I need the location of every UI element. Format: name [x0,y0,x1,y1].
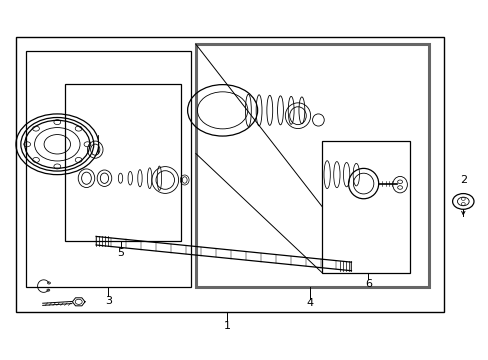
Text: 4: 4 [306,298,313,308]
Bar [16,37,443,312]
Text: 5: 5 [117,248,124,257]
Bar [64,84,181,241]
Text: 3: 3 [104,296,112,306]
Text: 6: 6 [364,279,371,289]
Bar [322,141,409,273]
Text: 2: 2 [459,175,466,185]
Bar [196,44,428,287]
Bar [26,51,191,287]
Text: 1: 1 [224,321,230,332]
